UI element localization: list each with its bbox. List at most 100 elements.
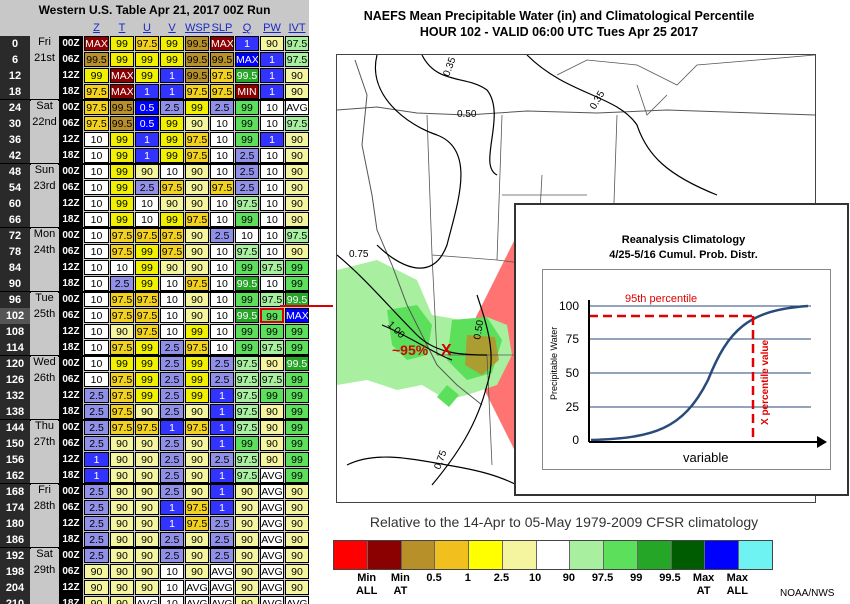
table-cell-ivt[interactable]: 99 <box>285 260 309 275</box>
table-cell-u[interactable]: 99 <box>135 244 159 259</box>
table-cell-wsp[interactable]: 90 <box>185 564 209 579</box>
table-cell-slp[interactable]: 10 <box>210 196 234 211</box>
table-cell-t[interactable]: 97.5 <box>110 372 134 387</box>
table-cell-pw[interactable]: 1 <box>260 52 284 67</box>
table-cell-ivt[interactable]: AVG <box>285 596 309 604</box>
table-cell-t[interactable]: 90 <box>110 516 134 531</box>
table-cell-q[interactable]: 10 <box>235 228 259 243</box>
table-cell-t[interactable]: 99 <box>110 356 134 371</box>
table-cell-v[interactable]: 99 <box>160 148 184 163</box>
table-cell-u[interactable]: 97.5 <box>135 308 159 323</box>
column-header-ivt[interactable]: IVT <box>288 22 306 34</box>
table-cell-u[interactable]: 10 <box>135 196 159 211</box>
table-cell-pw[interactable]: 99 <box>260 308 284 323</box>
table-cell-z[interactable]: 10 <box>84 196 109 211</box>
table-cell-slp[interactable]: 10 <box>210 164 234 179</box>
table-cell-v[interactable]: 2.5 <box>160 436 184 451</box>
table-cell-wsp[interactable]: 90 <box>185 404 209 419</box>
table-cell-q[interactable]: 90 <box>235 484 259 499</box>
table-cell-ivt[interactable]: 99 <box>285 340 309 355</box>
table-cell-wsp[interactable]: 90 <box>185 484 209 499</box>
table-cell-slp[interactable]: 1 <box>210 420 234 435</box>
table-cell-pw[interactable]: 10 <box>260 276 284 291</box>
table-cell-z[interactable]: 2.5 <box>84 532 109 547</box>
table-cell-wsp[interactable]: AVG <box>185 580 209 595</box>
table-cell-slp[interactable]: AVG <box>210 564 234 579</box>
table-cell-q[interactable]: 90 <box>235 596 259 604</box>
table-cell-u[interactable]: 90 <box>135 468 159 483</box>
table-cell-t[interactable]: 2.5 <box>110 276 134 291</box>
table-cell-v[interactable]: 99 <box>160 212 184 227</box>
table-cell-wsp[interactable]: 97.5 <box>185 132 209 147</box>
column-header-z[interactable]: Z <box>93 22 100 34</box>
table-cell-pw[interactable]: 10 <box>260 244 284 259</box>
table-cell-v[interactable]: 90 <box>160 196 184 211</box>
table-cell-slp[interactable]: MAX <box>210 36 234 51</box>
table-cell-slp[interactable]: 1 <box>210 436 234 451</box>
table-cell-z[interactable]: 90 <box>84 564 109 579</box>
table-cell-z[interactable]: 10 <box>84 292 109 307</box>
table-cell-slp[interactable]: 2.5 <box>210 228 234 243</box>
table-cell-z[interactable]: 10 <box>84 260 109 275</box>
table-cell-u[interactable]: 97.5 <box>135 420 159 435</box>
table-cell-pw[interactable]: 10 <box>260 228 284 243</box>
table-cell-pw[interactable]: AVG <box>260 548 284 563</box>
table-cell-v[interactable]: 97.5 <box>160 228 184 243</box>
table-cell-pw[interactable]: 10 <box>260 212 284 227</box>
table-cell-pw[interactable]: 97.5 <box>260 292 284 307</box>
table-cell-q[interactable]: 99 <box>235 340 259 355</box>
table-cell-ivt[interactable]: 90 <box>285 148 309 163</box>
table-cell-z[interactable]: 2.5 <box>84 548 109 563</box>
table-cell-pw[interactable]: 10 <box>260 164 284 179</box>
table-cell-slp[interactable]: AVG <box>210 580 234 595</box>
table-cell-wsp[interactable]: 97.5 <box>185 276 209 291</box>
table-cell-u[interactable]: 90 <box>135 516 159 531</box>
table-cell-v[interactable]: 99 <box>160 52 184 67</box>
table-cell-q[interactable]: 97.5 <box>235 388 259 403</box>
table-cell-ivt[interactable]: 99 <box>285 468 309 483</box>
table-cell-q[interactable]: 99 <box>235 260 259 275</box>
table-cell-wsp[interactable]: 90 <box>185 116 209 131</box>
table-cell-wsp[interactable]: 90 <box>185 196 209 211</box>
table-cell-t[interactable]: 99 <box>110 180 134 195</box>
table-cell-u[interactable]: 1 <box>135 148 159 163</box>
table-cell-pw[interactable]: AVG <box>260 516 284 531</box>
table-cell-pw[interactable]: 10 <box>260 180 284 195</box>
table-cell-v[interactable]: 10 <box>160 564 184 579</box>
table-cell-u[interactable]: 0.5 <box>135 116 159 131</box>
table-cell-z[interactable]: 2.5 <box>84 420 109 435</box>
table-cell-q[interactable]: 97.5 <box>235 356 259 371</box>
table-cell-u[interactable]: 90 <box>135 564 159 579</box>
table-cell-q[interactable]: 90 <box>235 564 259 579</box>
table-cell-z[interactable]: 97.5 <box>84 84 109 99</box>
table-cell-z[interactable]: 10 <box>84 356 109 371</box>
table-cell-t[interactable]: 99 <box>110 148 134 163</box>
table-cell-z[interactable]: 2.5 <box>84 516 109 531</box>
table-cell-v[interactable]: 1 <box>160 68 184 83</box>
table-cell-v[interactable]: 10 <box>160 580 184 595</box>
table-cell-z[interactable]: 1 <box>84 468 109 483</box>
table-cell-slp[interactable]: 1 <box>210 500 234 515</box>
table-cell-u[interactable]: AVG <box>135 596 159 604</box>
table-cell-u[interactable]: 99 <box>135 52 159 67</box>
table-cell-t[interactable]: MAX <box>110 68 134 83</box>
table-cell-wsp[interactable]: 99.5 <box>185 36 209 51</box>
table-cell-wsp[interactable]: 97.5 <box>185 84 209 99</box>
table-cell-q[interactable]: 99 <box>235 436 259 451</box>
table-cell-u[interactable]: 90 <box>135 436 159 451</box>
table-cell-pw[interactable]: 90 <box>260 356 284 371</box>
table-cell-wsp[interactable]: 97.5 <box>185 500 209 515</box>
table-cell-q[interactable]: 99 <box>235 116 259 131</box>
table-cell-slp[interactable]: 2.5 <box>210 532 234 547</box>
table-cell-q[interactable]: 90 <box>235 500 259 515</box>
table-cell-pw[interactable]: 10 <box>260 116 284 131</box>
table-cell-ivt[interactable]: 90 <box>285 548 309 563</box>
table-cell-pw[interactable]: 90 <box>260 36 284 51</box>
table-cell-ivt[interactable]: 99 <box>285 452 309 467</box>
table-cell-t[interactable]: 99 <box>110 36 134 51</box>
table-cell-u[interactable]: 1 <box>135 84 159 99</box>
table-cell-u[interactable]: 99 <box>135 260 159 275</box>
table-cell-wsp[interactable]: 99 <box>185 372 209 387</box>
table-cell-z[interactable]: 2.5 <box>84 388 109 403</box>
table-cell-z[interactable]: 10 <box>84 132 109 147</box>
